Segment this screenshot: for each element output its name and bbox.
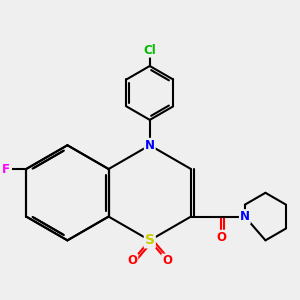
Text: S: S [145,233,155,248]
Text: Cl: Cl [143,44,156,57]
Text: O: O [162,254,172,268]
Text: N: N [240,210,250,223]
Text: N: N [145,139,155,152]
Text: O: O [127,254,137,268]
Text: F: F [2,163,10,176]
Text: O: O [216,231,226,244]
